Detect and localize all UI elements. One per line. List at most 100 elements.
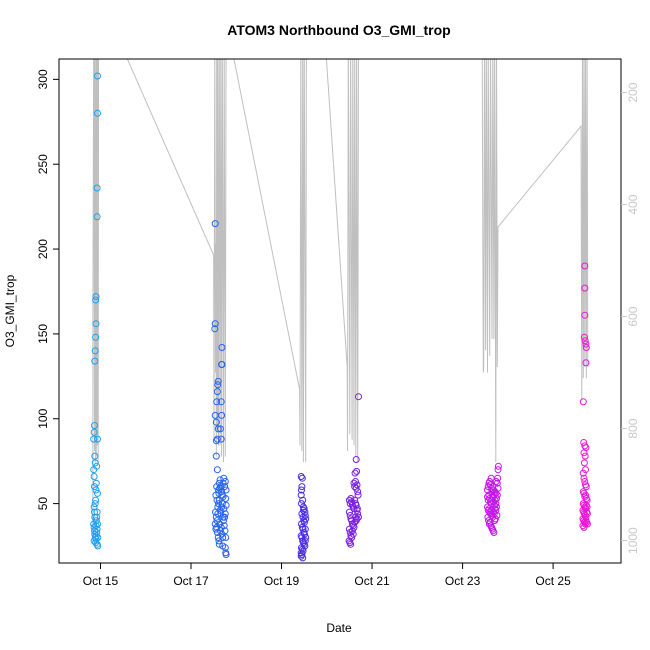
y2-tick-label: 400 [626,194,640,214]
data-point [93,462,101,470]
plot-frame [58,58,622,564]
y2-tick-label: 800 [626,418,640,438]
data-point [494,484,502,492]
data-point [92,496,100,504]
data-point [297,491,305,499]
data-point [580,459,588,467]
data-point [582,340,590,348]
data-point [349,530,357,538]
data-point [347,540,355,548]
data-point [583,503,591,511]
series-6 [579,262,591,531]
data-point [493,495,500,502]
y-tick-label: 300 [36,69,50,89]
data-point [581,311,589,319]
altitude-trace-line [92,59,589,541]
data-point [298,510,306,518]
data-point [91,357,99,365]
series-2 [211,220,230,558]
data-point [491,515,499,523]
data-point [92,293,100,301]
data-point [222,551,230,558]
data-point [93,525,101,533]
data-point [90,428,98,436]
data-point [298,474,306,482]
data-point [212,437,220,445]
data-point [298,520,305,528]
data-point [298,483,306,491]
x-tick-label: Oct 25 [535,574,571,588]
data-point [94,72,101,80]
data-point [352,456,360,463]
data-point [579,522,587,530]
data-point [212,418,220,426]
data-point [216,506,224,514]
data-point [221,483,229,491]
data-point [219,479,227,487]
y-axis: 50 100 150 200 250 300 [36,69,59,510]
data-point [219,513,227,521]
series-5 [484,462,502,536]
data-point [93,184,101,192]
data-point [579,398,587,406]
data-point [91,347,99,355]
data-point [218,344,226,351]
data-point [213,388,221,396]
data-point [93,513,101,521]
data-point [492,506,500,514]
data-point [93,213,101,221]
data-point [222,495,230,502]
x-axis-label: Date [326,621,352,635]
data-point [354,488,362,496]
data-point [583,510,591,518]
data-point [90,503,98,511]
y2-tick-label: 200 [626,82,640,102]
data-point [302,534,310,541]
data-point [353,515,361,523]
data-point [351,469,359,477]
data-point [222,486,230,494]
data-point [352,484,360,492]
data-point [580,449,588,457]
data-point [214,377,222,385]
data-point [492,500,500,508]
data-point [92,333,100,341]
chart-title: ATOM3 Northbound O3_GMI_trop [227,22,450,38]
x-tick-label: Oct 21 [354,574,390,588]
data-point [90,435,98,443]
data-point [347,495,355,502]
data-point [93,508,101,516]
data-point [494,462,502,470]
x-tick-label: Oct 15 [83,574,119,588]
data-point [211,520,219,528]
data-point [92,522,100,530]
data-point [92,486,100,494]
data-point [93,529,101,536]
data-point [493,503,500,511]
data-point [92,479,100,487]
data-point [487,474,495,482]
data-point [90,473,98,480]
data-point [214,381,222,389]
y-tick-label: 250 [36,154,50,174]
data-point [217,398,225,406]
data-point [352,478,359,485]
data-point [216,484,224,492]
data-point [299,554,307,562]
data-point [215,489,223,497]
data-point [301,525,309,533]
data-point [298,486,305,494]
data-point [217,435,225,443]
data-point [211,220,219,228]
data-point [219,534,227,541]
data-point [345,508,353,516]
data-point [353,467,361,475]
data-point [353,481,361,489]
data-point [299,525,307,533]
data-point [582,483,590,491]
data-point [220,522,228,530]
y-tick-label: 50 [36,497,50,511]
data-point [352,513,359,521]
data-point [299,496,307,504]
data-point [213,435,221,443]
